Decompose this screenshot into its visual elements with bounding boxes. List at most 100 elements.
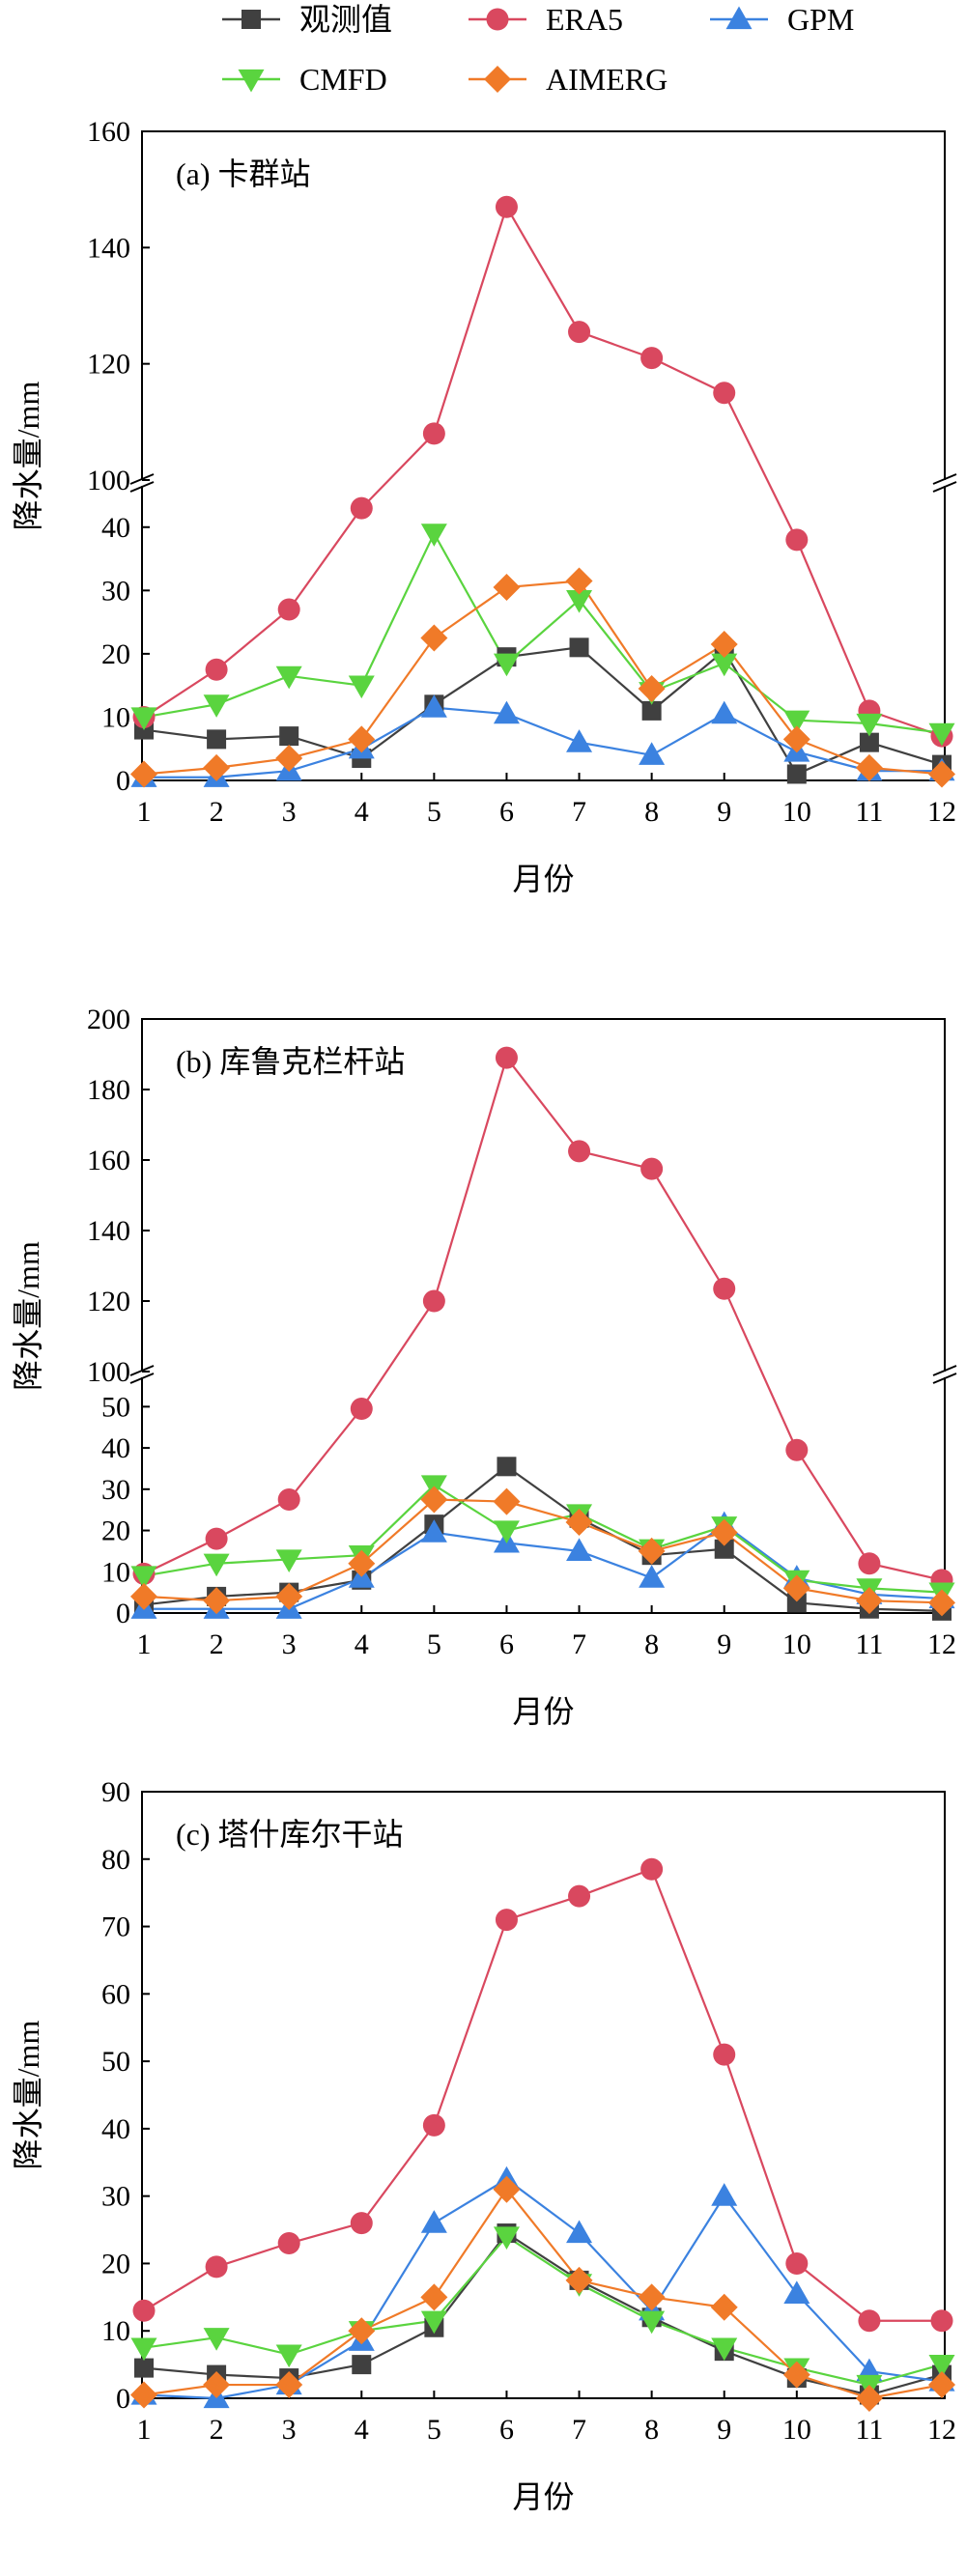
y-tick-label: 20: [101, 2248, 130, 2279]
y-tick-label: 100: [87, 1356, 130, 1388]
data-point-observed: [859, 732, 879, 752]
data-point-cmfd: [275, 2344, 302, 2368]
legend-item-era5: ERA5: [469, 2, 623, 37]
y-axis-label: 降水量/mm: [11, 1241, 45, 1391]
x-tick-label: 1: [137, 796, 152, 828]
data-point-gpm: [420, 1519, 447, 1543]
data-point-aimerg: [348, 1549, 376, 1577]
data-point-gpm: [566, 1538, 593, 1562]
data-point-era5: [422, 2113, 445, 2137]
data-point-cmfd: [783, 710, 810, 734]
data-point-era5: [205, 1527, 228, 1550]
legend-item-observed: 观测值: [222, 2, 392, 37]
legend-label-cmfd: CMFD: [299, 62, 387, 97]
axis-break-gap: [128, 1372, 156, 1377]
data-point-cmfd: [275, 1549, 302, 1572]
y-tick-label: 0: [116, 1598, 130, 1629]
data-point-cmfd: [203, 2328, 230, 2351]
y-tick-label: 30: [101, 2181, 130, 2213]
data-point-era5: [495, 195, 518, 218]
data-point-cmfd: [275, 665, 302, 690]
series-group: [130, 1857, 955, 2412]
series-line-cmfd: [143, 530, 943, 734]
axis-break-mark: [129, 1373, 155, 1384]
data-point-cmfd: [711, 653, 738, 677]
data-point-era5: [350, 1398, 373, 1420]
data-point-era5: [713, 2043, 736, 2066]
data-point-era5: [568, 321, 591, 344]
x-tick-label: 4: [355, 1628, 369, 1660]
data-point-aimerg: [710, 1518, 738, 1546]
axis-break-mark: [932, 473, 957, 485]
data-point-aimerg: [782, 1574, 810, 1602]
data-point-observed: [497, 1457, 517, 1477]
y-tick-label: 160: [87, 1145, 130, 1176]
axis-break-gap: [931, 480, 958, 486]
data-point-era5: [713, 382, 736, 405]
series-line-aimerg: [143, 2187, 943, 2400]
y-tick-label: 120: [87, 349, 130, 381]
data-point-era5: [930, 2309, 953, 2333]
x-tick-label: 10: [782, 2414, 811, 2446]
data-point-gpm: [639, 742, 666, 765]
data-point-aimerg: [782, 725, 810, 753]
legend-label-observed: 观测值: [299, 2, 392, 37]
x-tick-label: 3: [282, 1628, 297, 1660]
x-tick-label: 9: [717, 1628, 731, 1660]
data-point-gpm: [711, 700, 738, 724]
plot-frame-lower: [141, 1377, 946, 1614]
data-point-era5: [640, 1157, 664, 1180]
data-point-cmfd: [493, 2226, 520, 2250]
y-tick-label: 0: [116, 2383, 130, 2415]
series-line-observed: [143, 646, 943, 776]
data-point-era5: [858, 1552, 881, 1575]
data-point-gpm: [420, 694, 447, 718]
x-axis-label: 月份: [512, 1694, 574, 1729]
y-axis-label: 降水量/mm: [11, 382, 45, 531]
data-point-aimerg: [275, 2371, 303, 2399]
x-tick-label: 6: [499, 796, 514, 828]
x-tick-label: 4: [355, 796, 369, 828]
series-line-gpm: [144, 706, 942, 778]
data-point-cmfd: [566, 590, 593, 613]
y-tick-label: 140: [87, 1215, 130, 1247]
panel-title: (a) 卡群站: [176, 156, 311, 191]
plot-frame-lower: [141, 486, 946, 781]
y-tick-label: 30: [101, 575, 130, 607]
series-line-aimerg: [143, 1498, 943, 1604]
x-tick-label: 2: [210, 796, 224, 828]
series-line-aimerg: [143, 580, 943, 776]
y-tick-label: 20: [101, 638, 130, 670]
series-line-era5: [143, 204, 943, 738]
y-tick-label: 20: [101, 1515, 130, 1547]
data-point-cmfd: [420, 524, 447, 547]
x-tick-label: 9: [717, 2414, 731, 2446]
data-point-aimerg: [928, 760, 955, 788]
data-point-cmfd: [493, 653, 520, 677]
series-line-era5: [143, 1867, 942, 2322]
axis-break-gap: [931, 1372, 958, 1377]
plot-frame-upper: [141, 130, 946, 480]
series-line-observed: [143, 2231, 943, 2396]
x-tick-label: 7: [572, 2414, 586, 2446]
data-point-aimerg: [275, 1582, 303, 1610]
x-tick-label: 1: [137, 2414, 152, 2446]
y-tick-label: 40: [101, 2113, 130, 2145]
data-point-aimerg: [203, 753, 231, 781]
data-point-cmfd: [493, 1520, 520, 1544]
data-point-observed: [207, 729, 227, 750]
y-tick-label: 50: [101, 1391, 130, 1423]
data-point-era5: [205, 658, 228, 681]
data-point-aimerg: [275, 745, 303, 773]
series-line-cmfd: [143, 1484, 943, 1594]
data-point-era5: [205, 2255, 228, 2279]
x-tick-label: 7: [572, 796, 586, 828]
axis-break-mark: [129, 481, 155, 493]
data-point-aimerg: [493, 1487, 521, 1515]
legend-item-aimerg: AIMERG: [469, 62, 668, 97]
x-tick-label: 9: [717, 796, 731, 828]
y-tick-label: 70: [101, 1911, 130, 1943]
data-point-era5: [640, 1857, 664, 1881]
